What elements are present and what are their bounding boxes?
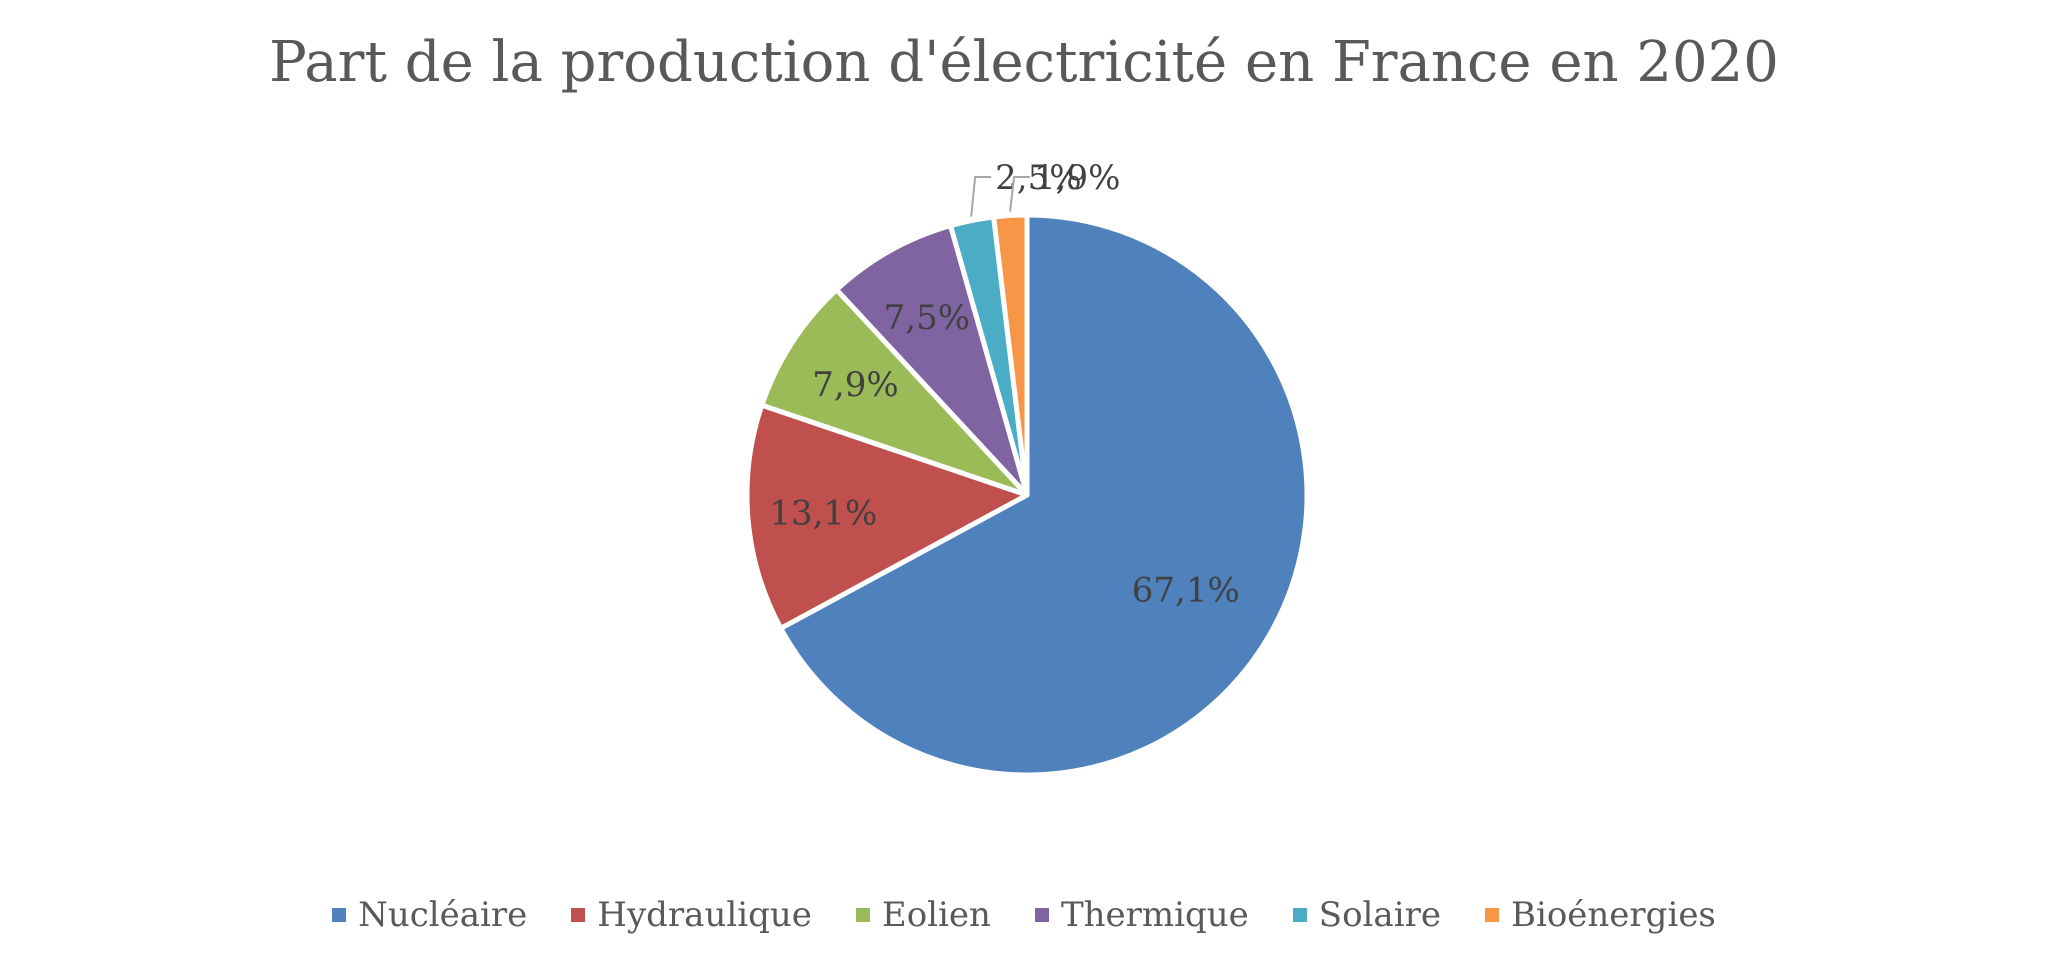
legend-item-hydraulique: Hydraulique xyxy=(571,895,812,935)
legend-item-thermique: Thermique xyxy=(1034,895,1249,935)
legend-label: Bioénergies xyxy=(1510,895,1716,935)
data-label-nucleaire: 67,1% xyxy=(1132,571,1240,611)
legend-swatch xyxy=(571,908,586,922)
data-label-eolien: 7,9% xyxy=(812,365,898,405)
legend-label: Nucléaire xyxy=(358,895,528,935)
legend-label: Eolien xyxy=(881,895,991,935)
legend-swatch xyxy=(1484,908,1499,922)
legend-swatch xyxy=(1034,908,1049,922)
leader-line-solaire xyxy=(970,176,992,217)
legend-swatch xyxy=(332,908,347,922)
data-label-hydraulique: 13,1% xyxy=(769,493,877,533)
data-label-solaire: 2,5% xyxy=(995,158,1081,198)
data-label-thermique: 7,5% xyxy=(884,298,970,338)
legend-swatch xyxy=(1292,908,1307,922)
pie-slice-thermique xyxy=(834,223,1030,498)
pie-slice-bioenergies xyxy=(991,212,1030,498)
legend-label: Thermique xyxy=(1060,895,1249,935)
legend-item-nucleaire: Nucléaire xyxy=(332,895,527,935)
legend-item-eolien: Eolien xyxy=(855,895,991,935)
pie-chart: 67,1% 13,1% 7,9% 7,5% 2,5%1,9% xyxy=(744,158,1310,778)
legend-label: Solaire xyxy=(1318,895,1441,935)
legend-swatch xyxy=(855,908,870,922)
chart-title: Part de la production d'électricité en F… xyxy=(269,30,1779,95)
pie-slice-nucleaire xyxy=(778,212,1310,778)
legend-label: Hydraulique xyxy=(597,895,812,935)
legend-item-bioenergies: Bioénergies xyxy=(1484,895,1716,935)
data-label-bioenergies: 1,9% xyxy=(1034,158,1120,198)
pie-slice-hydraulique xyxy=(744,402,1030,631)
leader-line-bioenergies xyxy=(1009,176,1031,212)
legend-item-solaire: Solaire xyxy=(1292,895,1441,935)
pie-slice-eolien xyxy=(759,287,1030,498)
legend: Nucléaire Hydraulique Eolien Thermique Solai… xyxy=(0,890,2048,940)
